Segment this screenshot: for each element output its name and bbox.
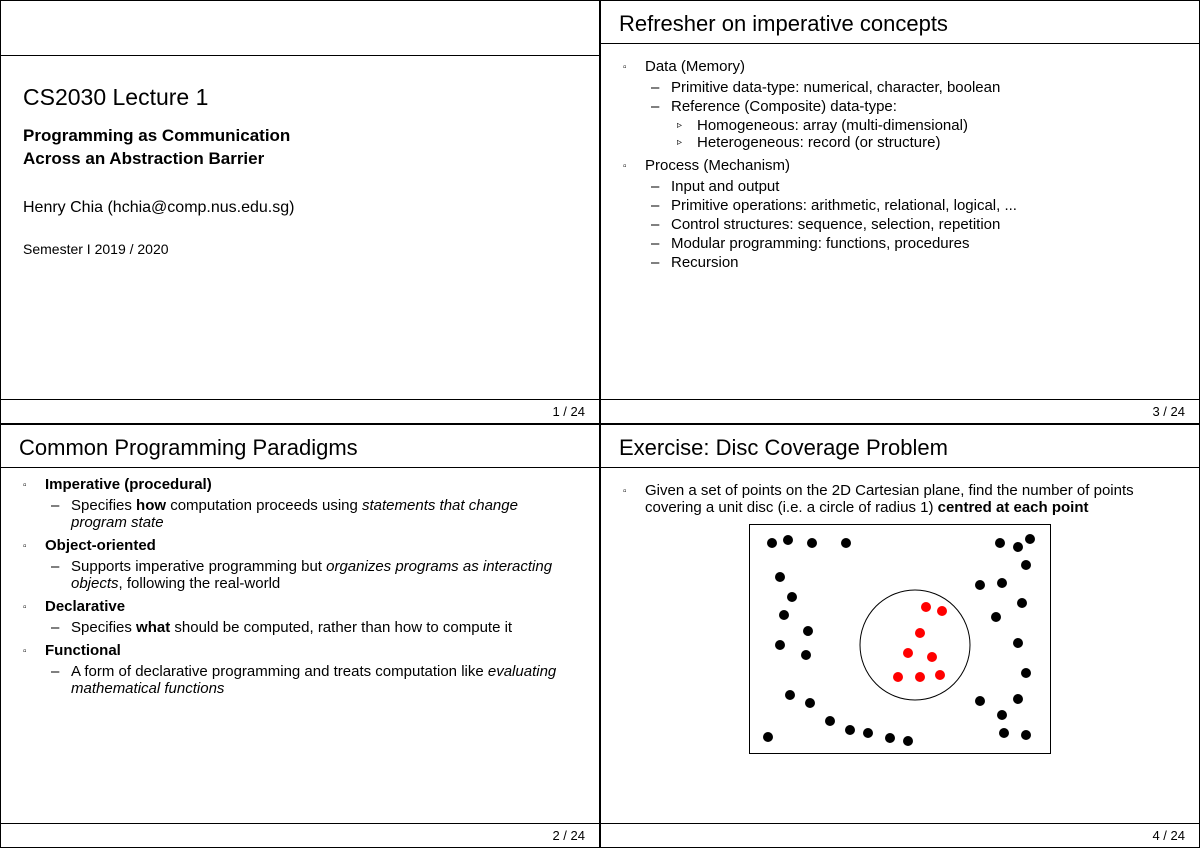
slide-4-footer: 4 / 24 (601, 824, 1199, 847)
slide-2-title: Common Programming Paradigms (1, 425, 599, 468)
slide-1-body: CS2030 Lecture 1 Programming as Communic… (1, 55, 599, 400)
slide-4: Exercise: Disc Coverage Problem Given a … (600, 424, 1200, 848)
semester-text: Semester I 2019 / 2020 (23, 241, 577, 257)
slide-grid: CS2030 Lecture 1 Programming as Communic… (0, 0, 1200, 848)
scatter-diagram-container (623, 524, 1177, 758)
functional-item: Functional A form of declarative program… (45, 642, 577, 697)
primitive-datatype: Primitive data-type: numerical, characte… (671, 79, 1177, 96)
declarative-desc: Specifies what should be computed, rathe… (71, 619, 577, 636)
oop-desc: Supports imperative programming but orga… (71, 558, 577, 592)
exercise-desc: Given a set of points on the 2D Cartesia… (645, 482, 1177, 516)
slide-2-body: Imperative (procedural) Specifies how co… (1, 468, 599, 824)
slide-3-footer: 3 / 24 (601, 400, 1199, 423)
recursion-item: Recursion (671, 254, 1177, 271)
lecture-heading: CS2030 Lecture 1 (23, 84, 577, 111)
slide-4-body: Given a set of points on the 2D Cartesia… (601, 468, 1199, 824)
homogeneous-item: Homogeneous: array (multi-dimensional) (697, 117, 1177, 134)
heterogeneous-item: Heterogeneous: record (or structure) (697, 134, 1177, 151)
imperative-desc: Specifies how computation proceeds using… (71, 497, 577, 531)
reference-datatype: Reference (Composite) data-type: Homogen… (671, 98, 1177, 151)
oop-item: Object-oriented Supports imperative prog… (45, 537, 577, 592)
slide-2-footer: 2 / 24 (1, 824, 599, 847)
slide-1-footer: 1 / 24 (1, 400, 599, 423)
modular-programming-item: Modular programming: functions, procedur… (671, 235, 1177, 252)
primitive-ops-item: Primitive operations: arithmetic, relati… (671, 197, 1177, 214)
control-structures-item: Control structures: sequence, selection,… (671, 216, 1177, 233)
data-memory-item: Data (Memory) Primitive data-type: numer… (645, 58, 1177, 151)
declarative-item: Declarative Specifies what should be com… (45, 598, 577, 636)
author-text: Henry Chia (hchia@comp.nus.edu.sg) (23, 199, 577, 217)
slide-4-title: Exercise: Disc Coverage Problem (601, 425, 1199, 468)
process-mechanism-item: Process (Mechanism) Input and output Pri… (645, 157, 1177, 271)
scatter-diagram (749, 524, 1051, 754)
io-item: Input and output (671, 178, 1177, 195)
slide-2: Common Programming Paradigms Imperative … (0, 424, 600, 848)
slide-3: Refresher on imperative concepts Data (M… (600, 0, 1200, 424)
functional-desc: A form of declarative programming and tr… (71, 663, 577, 697)
slide-3-body: Data (Memory) Primitive data-type: numer… (601, 44, 1199, 400)
slide-1-header-spacer (1, 1, 599, 55)
slide-1: CS2030 Lecture 1 Programming as Communic… (0, 0, 600, 424)
lecture-subtitle: Programming as Communication Across an A… (23, 125, 577, 171)
imperative-item: Imperative (procedural) Specifies how co… (45, 476, 577, 531)
slide-3-title: Refresher on imperative concepts (601, 1, 1199, 44)
